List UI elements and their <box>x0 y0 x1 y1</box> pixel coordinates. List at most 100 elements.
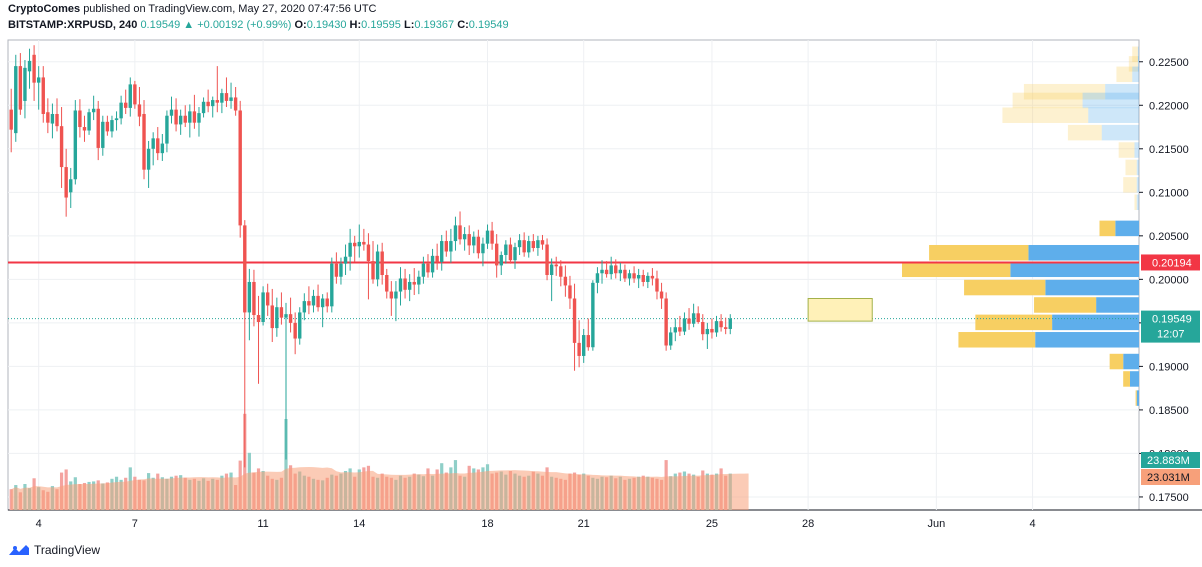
candle-body <box>568 285 572 299</box>
candle-body <box>105 121 110 132</box>
volume-profile-bar-down <box>1034 297 1097 313</box>
candle-body <box>600 269 604 274</box>
candle-body <box>389 291 394 299</box>
candle-body <box>444 241 448 252</box>
open-value: 0.19430 <box>306 19 347 31</box>
time-tick-label: 7 <box>132 518 138 530</box>
volume-profile-bar-up <box>1101 124 1139 141</box>
high-value: 0.19595 <box>361 19 401 31</box>
volume-profile-bar-down <box>1128 56 1138 72</box>
volume-badge-bg <box>1141 452 1200 468</box>
volume-profile-bar-up <box>1136 159 1139 176</box>
volume-profile-bar-down <box>1125 159 1137 176</box>
candle-body <box>627 273 632 279</box>
candle-body <box>279 307 284 318</box>
candle-body <box>188 111 192 123</box>
candle-body <box>440 241 444 262</box>
price-tick-label: 0.22000 <box>1149 100 1189 112</box>
price-change: +0.00192 (+0.99%) <box>197 19 292 31</box>
time-axis[interactable]: 4 7 11 14 18 21 25 28 Jun 4 <box>36 518 1036 530</box>
candle-body <box>577 342 581 356</box>
resistance-badge-text: 0.20194 <box>1152 257 1192 269</box>
candle-body <box>705 328 710 335</box>
volume-ma-badge-bg <box>1141 469 1200 485</box>
volume-profile-bar-down <box>964 279 1046 296</box>
volume-profile-bar-down <box>1135 390 1137 406</box>
volume-profile-bar-up <box>1028 244 1139 261</box>
candle-body <box>669 332 673 346</box>
volume-profile-bar-down <box>975 314 1053 331</box>
candle-body <box>233 97 238 111</box>
candle-body <box>430 255 435 273</box>
candle-body <box>545 244 549 275</box>
candle-body <box>316 295 320 308</box>
candle-body <box>609 265 613 275</box>
candle-body <box>517 240 522 248</box>
price-tick-label: 0.17500 <box>1149 492 1189 504</box>
candle-body <box>343 256 348 264</box>
candle-body <box>288 314 293 323</box>
time-tick-label: 18 <box>481 518 493 530</box>
resistance-badge-bg <box>1141 254 1200 271</box>
volume-profile-bar-up <box>1045 279 1139 296</box>
volume-profile-bar-down <box>1099 220 1116 237</box>
candle-body <box>710 328 714 333</box>
candle-body <box>206 101 210 107</box>
candle-body <box>385 275 389 292</box>
volume-profile-bar-down <box>902 261 1011 278</box>
candle-body <box>536 240 540 249</box>
volume-profile-bar-up <box>1010 261 1139 278</box>
candle-body <box>494 243 499 266</box>
candle-body <box>128 84 132 108</box>
candle-body <box>655 278 659 292</box>
candle-body <box>714 321 719 333</box>
volume-profile-bar-down <box>1132 46 1138 63</box>
symbol-name[interactable]: BITSTAMP:XRPUSD, 240 <box>8 19 138 31</box>
target-zone-box[interactable] <box>807 298 873 322</box>
time-tick-label: 4 <box>36 518 42 530</box>
price-tick-label: 0.20000 <box>1149 274 1189 286</box>
open-label: O: <box>294 19 307 31</box>
time-tick-label: 21 <box>578 518 590 530</box>
candle-body <box>623 269 627 279</box>
candle-body <box>375 251 380 280</box>
candle-body <box>504 244 508 255</box>
publish-text: published on TradingView.com, May 27, 20… <box>83 3 377 15</box>
candle-body <box>160 143 165 154</box>
candle-body <box>380 251 384 275</box>
candlesticks <box>9 45 732 468</box>
time-tick-label: 11 <box>257 518 268 530</box>
candle-body <box>417 276 421 285</box>
volume-profile-bar-up <box>1035 332 1139 348</box>
candle-body <box>490 230 494 244</box>
candle-body <box>472 236 476 246</box>
candle-body <box>719 321 723 328</box>
high-label: H: <box>349 19 362 31</box>
volume-profile-bar-down <box>1067 124 1102 141</box>
price-tick-label: 0.19000 <box>1149 361 1189 373</box>
volume-profile-bar-up <box>1134 142 1139 158</box>
candle-body <box>243 225 247 313</box>
candle-body <box>192 111 197 123</box>
candle-body <box>201 101 206 114</box>
candle-body <box>485 230 490 244</box>
price-axis[interactable]: 0.22500 0.22000 0.21500 0.21000 0.20500 0.200… <box>1139 57 1189 504</box>
volume-profile-bar-up <box>1129 371 1139 387</box>
price-tick-label: 0.21000 <box>1149 187 1189 199</box>
candle-body <box>183 115 187 123</box>
candle-body <box>146 148 151 170</box>
candle-body <box>499 254 503 266</box>
volume-profile-bar-down <box>958 332 1036 348</box>
price-tick-label: 0.22500 <box>1149 57 1189 69</box>
candle-body <box>673 327 677 333</box>
candle-body <box>339 263 343 277</box>
candle-body <box>32 54 36 83</box>
candle-body <box>426 263 430 273</box>
candle-body <box>293 322 297 339</box>
tradingview-footer[interactable]: TradingView <box>8 543 100 557</box>
volume-bar <box>284 419 288 510</box>
price-tick-label: 0.18500 <box>1149 405 1189 417</box>
time-tick-label: 28 <box>802 518 814 530</box>
candle-body <box>55 113 59 127</box>
